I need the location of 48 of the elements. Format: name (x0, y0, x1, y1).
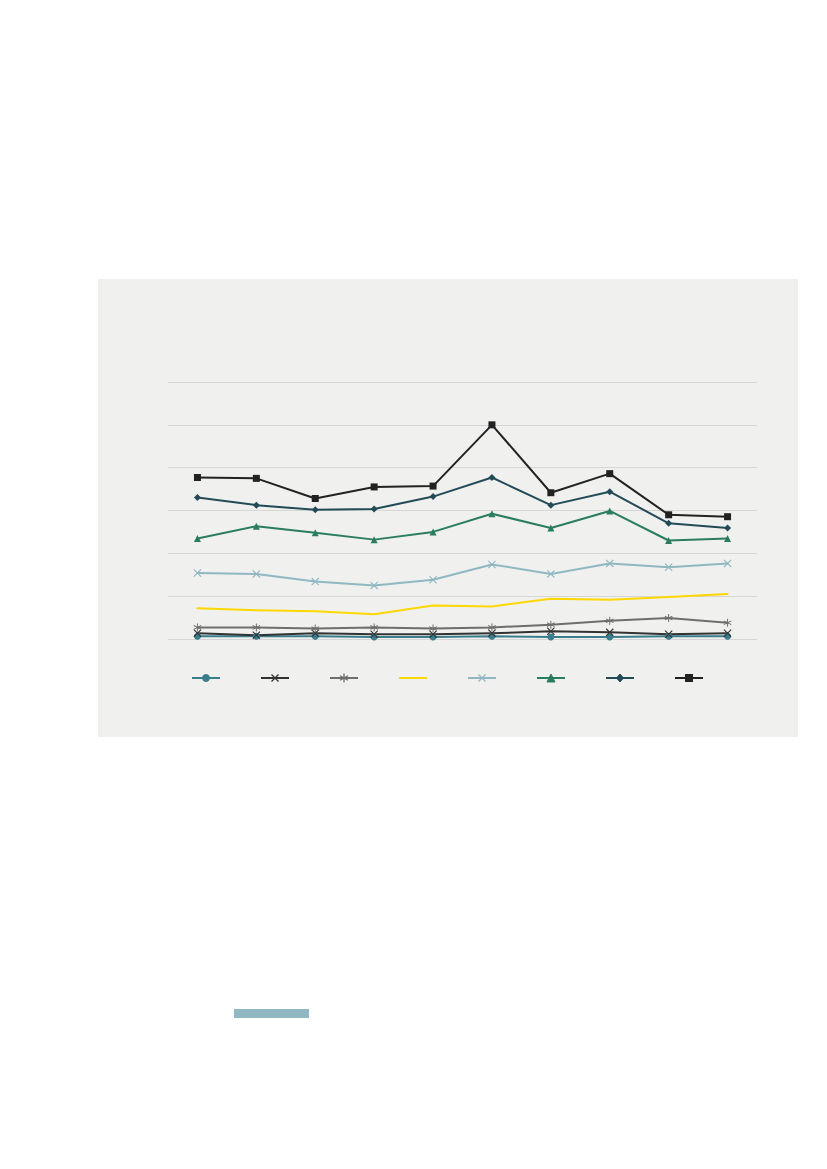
point (547, 501, 555, 509)
point (370, 581, 379, 590)
point (370, 623, 379, 632)
point (546, 620, 555, 629)
point (723, 618, 732, 627)
point (252, 474, 260, 482)
point (605, 628, 614, 637)
point (488, 421, 496, 429)
point (547, 489, 555, 497)
point (252, 501, 260, 509)
point (252, 569, 261, 578)
point (193, 474, 201, 482)
point (605, 559, 614, 568)
point (547, 633, 555, 641)
point (487, 623, 496, 632)
point (665, 536, 673, 544)
point (193, 623, 202, 632)
point (665, 519, 673, 527)
point (606, 488, 614, 496)
point (193, 535, 201, 543)
point (547, 524, 555, 532)
point (311, 577, 320, 586)
point (664, 563, 673, 572)
point (724, 524, 732, 532)
point (605, 616, 614, 625)
point (429, 624, 438, 633)
point (488, 510, 496, 518)
point (546, 569, 555, 578)
point (193, 493, 201, 501)
point (429, 482, 437, 490)
point (665, 511, 673, 519)
point (487, 560, 496, 569)
point (311, 624, 320, 633)
point (606, 470, 614, 478)
point (311, 495, 319, 503)
point (193, 569, 202, 578)
point (724, 535, 732, 543)
point (429, 575, 438, 584)
point (370, 536, 378, 544)
point (311, 506, 319, 514)
point (429, 493, 437, 501)
point (370, 483, 378, 491)
point (370, 505, 378, 513)
point (546, 627, 555, 636)
point (724, 513, 732, 521)
point (488, 474, 496, 482)
point (664, 614, 673, 623)
point (252, 522, 260, 530)
